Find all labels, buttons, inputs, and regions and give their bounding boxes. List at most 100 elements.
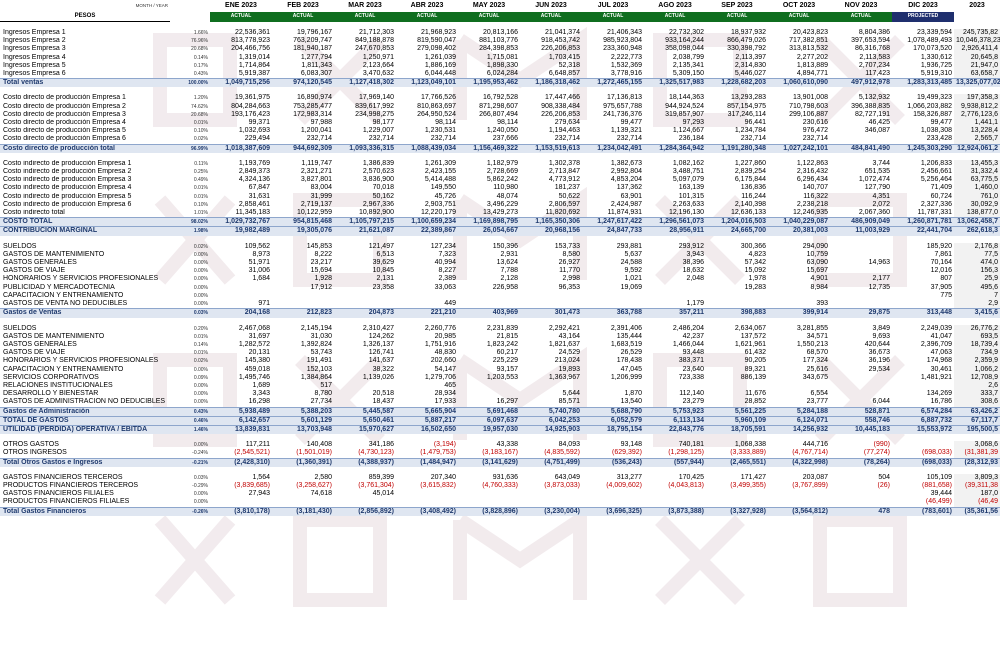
table-row: DESARROLLO Y BIENESTAR 0.00% 3,343 8,780 20,…: [0, 390, 1000, 399]
cell-value: 1,283,313,485: [892, 78, 954, 88]
cell-value: 813,778,923: [231, 37, 270, 45]
cell-value: 2,263,633: [672, 200, 704, 208]
cell-value: 11,345,183: [235, 209, 270, 217]
table-row: GASTOS DE VIAJE 0.00% 31,006 15,694 10,845 8,…: [0, 267, 1000, 276]
cell-value: 5,256,464: [920, 176, 952, 184]
row-label: CAPACITACIÓN Y ENTRENAMIENTO: [3, 365, 124, 373]
row-label: Costo indirecto total: [3, 209, 65, 217]
cell-value: 39,444: [930, 490, 952, 498]
table-row: Ingresos Empresa 5 0.17% 1,714,864 1,811,34…: [0, 61, 1000, 71]
cell-value: 723,338: [678, 373, 704, 381]
row-percent: -0.26%: [170, 506, 210, 516]
cell-value: 12,636,133: [730, 209, 766, 217]
cell-value: [520, 382, 582, 390]
cell-value: 31,006: [248, 267, 270, 275]
cell-value: 2,067,360: [858, 209, 890, 217]
cell-value: 2,177: [872, 275, 890, 283]
cell-value: 2,903,751: [424, 200, 456, 208]
cell-value: 25,9: [954, 275, 1000, 284]
cell-value: [892, 382, 954, 390]
row-percent: 0.01%: [193, 193, 208, 200]
cell-value: 26,529: [620, 349, 642, 357]
cell-value: 13,540: [620, 398, 642, 406]
table-row: OTROS INGRESOS -0.24% (2,545,521) (1,501,01…: [0, 449, 1000, 459]
cell-value: 1,032,693: [238, 127, 270, 135]
row-label: GASTOS FINANCIEROS FILIALES: [3, 490, 114, 498]
cell-value: 643,049: [554, 473, 580, 481]
cell-value: 1,122,863: [796, 159, 828, 167]
cell-value: 1,532,369: [610, 61, 642, 69]
cell-value: 954,815,468: [272, 217, 334, 227]
table-row: Total ventas 100.00% 1,049,715,256 974,120,…: [0, 78, 1000, 88]
cell-value: 2,570,623: [362, 168, 394, 176]
cell-value: 213,024: [554, 357, 580, 365]
cell-value: 397,653,594: [851, 37, 890, 45]
cell-value: 2,359,9: [954, 357, 1000, 366]
cell-value: [334, 382, 396, 390]
cell-value: 225,229: [492, 357, 518, 365]
cell-value: 19,283: [744, 283, 766, 291]
cell-value: 804,284,663: [231, 102, 270, 110]
cell-value: (35,361,56: [954, 506, 1000, 516]
row-percent: 1.98%: [170, 226, 210, 236]
cell-value: 181,940,187: [293, 45, 332, 53]
cell-value: [582, 490, 644, 498]
cell-value: 23,358: [372, 283, 394, 291]
cell-value: 6,175,844: [734, 176, 766, 184]
cell-value: 93,148: [620, 441, 642, 449]
cell-value: 191,491: [306, 357, 332, 365]
cell-value: 5,960,109: [706, 415, 768, 426]
cell-value: 2,314,830: [734, 61, 766, 69]
cell-value: 1,139,026: [362, 373, 394, 381]
cell-value: 153,733: [554, 242, 580, 250]
row-label: CONTRIBUCIÓN MARGINAL: [0, 226, 170, 236]
status-header-row: PESOS ACTUAL ACTUAL ACTUAL ACTUAL ACTUAL ACTU…: [0, 12, 1000, 22]
cell-value: [830, 267, 892, 275]
cell-value: 6,113,134: [644, 415, 706, 426]
row-label: GASTOS GENERALES: [3, 259, 77, 267]
cell-value: 67,847: [248, 184, 270, 192]
cell-value: 299,106,887: [789, 110, 828, 118]
status-badge-0: ACTUAL: [210, 12, 272, 22]
cell-value: (881,658): [922, 481, 952, 489]
row-percent: 0.00%: [193, 301, 208, 308]
cell-value: 1,182,979: [486, 159, 518, 167]
cell-value: 33,063: [434, 283, 456, 291]
cell-value: 497,912,978: [830, 78, 892, 88]
cell-value: 2,776,123,6: [954, 110, 1000, 120]
cell-value: 26,776,2: [954, 324, 1000, 333]
cell-value: 734,9: [954, 349, 1000, 358]
table-row: Ingresos Empresa 1 1.66% 22,536,361 19,796,…: [0, 29, 1000, 38]
row-percent: 0.00%: [193, 366, 208, 373]
month-header-8: SEP 2023: [721, 2, 753, 9]
cell-value: 1,821,637: [548, 340, 580, 348]
row-percent: 0.20%: [193, 325, 208, 332]
cell-value: 2,038,799: [672, 53, 704, 61]
month-header-5: JUN 2023: [535, 2, 567, 9]
cell-value: 313,448: [892, 308, 954, 318]
cell-value: 357,211: [644, 308, 706, 318]
cell-value: 3,836,900: [362, 176, 394, 184]
cell-value: 8,222: [314, 250, 332, 258]
cell-value: 10,845: [372, 267, 394, 275]
table-row: HONORARIOS Y SERVICIOS PROFESIONALES 0.00…: [0, 275, 1000, 284]
cell-value: 7,788: [500, 267, 518, 275]
cell-value: 1,870: [624, 390, 642, 398]
row-percent: 0.01%: [193, 185, 208, 192]
cell-value: 63,901: [620, 192, 642, 200]
cell-value: 126,741: [368, 349, 394, 357]
cell-value: 47,063: [930, 349, 952, 357]
cell-value: (536,243): [582, 457, 644, 467]
cell-value: (3,230,004): [520, 506, 582, 516]
cell-value: 1,186,318,462: [520, 78, 582, 88]
cell-value: 1,714,864: [238, 61, 270, 69]
table-row: OTROS GASTOS 0.00% 117,211 140,408 341,186 (3…: [0, 441, 1000, 450]
cell-value: 203,087: [802, 473, 828, 481]
spacer-row: [0, 434, 1000, 441]
cell-value: 1,751,916: [424, 340, 456, 348]
cell-value: 5,691,468: [458, 406, 520, 417]
cell-value: 1,495,746: [238, 373, 270, 381]
cell-value: (783,601): [892, 506, 954, 516]
cell-value: 57,342: [744, 259, 766, 267]
cell-value: 1,325,517,983: [644, 78, 706, 88]
